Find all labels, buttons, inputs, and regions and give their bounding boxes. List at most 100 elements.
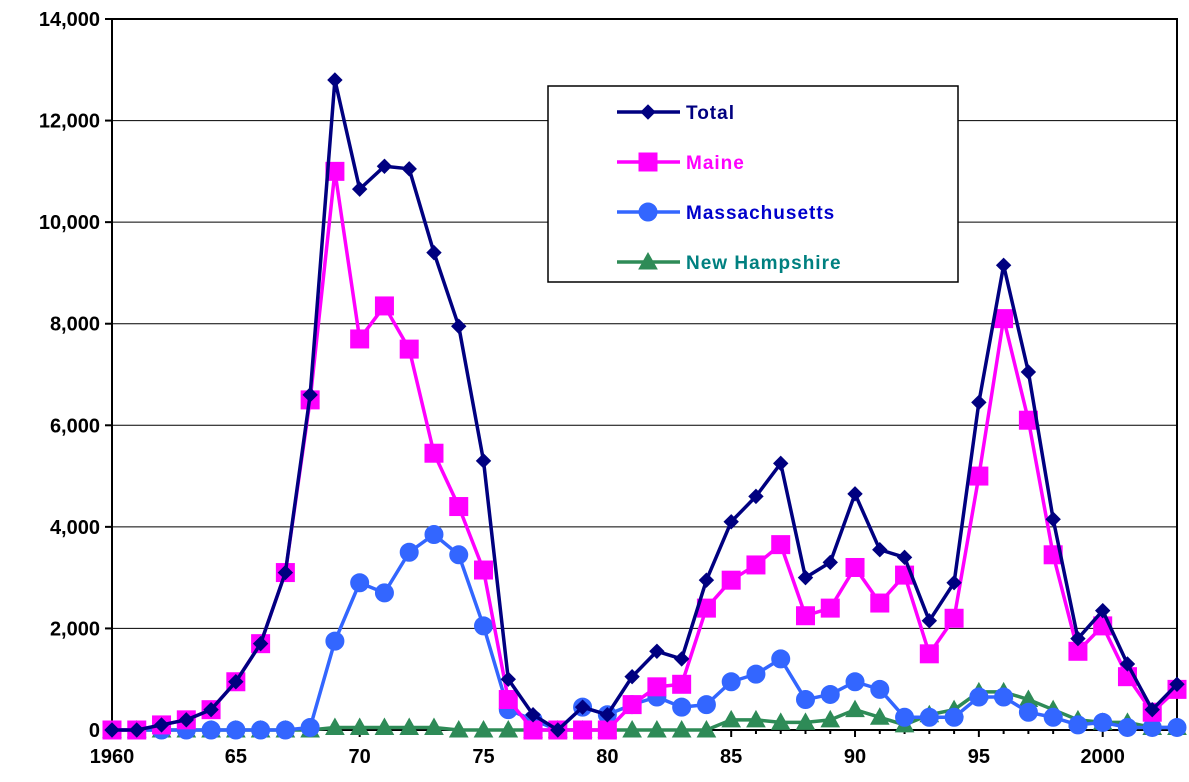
point-total <box>847 486 863 502</box>
point-total <box>822 554 838 571</box>
point-maine <box>820 598 840 618</box>
legend-label: Maine <box>686 153 745 174</box>
point-new-hampshire <box>696 719 717 738</box>
point-total <box>178 712 195 728</box>
x-tick-label: 95 <box>968 746 990 768</box>
x-tick-label: 70 <box>349 746 371 768</box>
point-maine <box>795 606 815 626</box>
y-tick-label: 2,000 <box>50 618 100 640</box>
point-maine <box>498 690 518 710</box>
point-maine <box>374 296 394 316</box>
y-tick-label: 4,000 <box>50 517 100 539</box>
point-total <box>451 318 467 334</box>
point-massachusetts <box>919 707 939 727</box>
point-total <box>649 643 665 659</box>
point-maine <box>573 720 593 740</box>
point-new-hampshire <box>473 719 494 738</box>
point-maine <box>399 339 419 359</box>
legend-marker-total <box>640 104 656 120</box>
x-tick-label: 1960 <box>90 746 135 768</box>
point-total <box>203 701 219 718</box>
point-new-hampshire <box>845 699 865 718</box>
point-total <box>995 257 1012 274</box>
point-massachusetts <box>820 684 840 704</box>
point-maine <box>994 309 1014 329</box>
point-total <box>351 181 368 197</box>
point-total <box>153 717 170 733</box>
point-massachusetts <box>300 717 320 737</box>
point-massachusetts <box>424 524 444 544</box>
point-massachusetts <box>350 573 370 593</box>
point-total <box>896 549 913 566</box>
point-total <box>624 668 640 685</box>
point-total <box>252 635 269 652</box>
point-total <box>773 455 789 472</box>
point-maine <box>944 608 964 628</box>
point-massachusetts <box>795 690 815 710</box>
y-tick-label: 8,000 <box>50 314 100 336</box>
x-tick-label: 90 <box>844 746 866 768</box>
series-line-massachusetts <box>112 532 1177 732</box>
point-total <box>921 613 938 629</box>
point-total <box>550 722 566 738</box>
y-tick-label: 10,000 <box>39 212 100 234</box>
point-new-hampshire <box>374 717 395 735</box>
point-total <box>1119 656 1136 672</box>
point-total <box>797 569 814 586</box>
x-tick-label: 80 <box>596 746 618 768</box>
point-new-hampshire <box>448 719 469 738</box>
point-maine <box>325 161 345 181</box>
point-massachusetts <box>1167 717 1187 737</box>
legend-box <box>547 85 959 283</box>
point-total <box>971 394 987 411</box>
point-maine <box>919 644 939 664</box>
point-maine <box>771 535 791 555</box>
point-total <box>500 671 516 687</box>
point-new-hampshire <box>498 719 519 738</box>
point-new-hampshire <box>869 707 890 725</box>
point-maine <box>672 674 692 694</box>
point-new-hampshire <box>399 717 420 735</box>
point-massachusetts <box>474 616 494 636</box>
point-new-hampshire <box>349 717 370 735</box>
point-massachusetts <box>1068 715 1088 735</box>
legend-label: Massachusetts <box>686 203 835 224</box>
point-massachusetts <box>895 707 915 727</box>
legend-marker-maine <box>638 152 658 172</box>
point-maine <box>845 557 865 577</box>
point-massachusetts <box>944 707 964 727</box>
y-tick-label: 0 <box>89 720 100 742</box>
series-line-total <box>112 78 1179 732</box>
y-tick-label: 12,000 <box>39 111 100 133</box>
point-maine <box>474 560 494 580</box>
point-new-hampshire <box>770 712 791 730</box>
legend-marker-massachusetts <box>638 202 658 222</box>
point-maine <box>746 555 766 575</box>
point-massachusetts <box>226 720 246 740</box>
point-massachusetts <box>399 542 419 562</box>
point-new-hampshire <box>424 717 444 735</box>
point-total <box>1094 602 1111 619</box>
point-total <box>376 158 393 174</box>
point-new-hampshire <box>622 719 642 738</box>
point-massachusetts <box>1093 712 1113 732</box>
point-massachusetts <box>672 697 692 717</box>
point-maine <box>350 329 370 349</box>
point-massachusetts <box>449 545 469 565</box>
point-new-hampshire <box>325 717 345 735</box>
point-total <box>426 244 442 261</box>
point-massachusetts <box>325 631 345 651</box>
legend-label: New Hampshire <box>686 253 842 274</box>
legend-item-total: Total <box>617 103 734 124</box>
point-total <box>673 651 690 667</box>
legend-marker-new-hampshire <box>638 251 658 270</box>
point-massachusetts <box>845 672 865 692</box>
y-axis: 0 2,000 4,000 6,000 8,000 10,000 12,000 14,000 <box>39 9 112 742</box>
point-maine <box>424 443 444 463</box>
point-new-hampshire <box>795 712 816 730</box>
point-massachusetts <box>251 720 271 740</box>
point-total <box>748 488 764 505</box>
point-new-hampshire <box>746 709 766 728</box>
point-massachusetts <box>201 720 221 740</box>
